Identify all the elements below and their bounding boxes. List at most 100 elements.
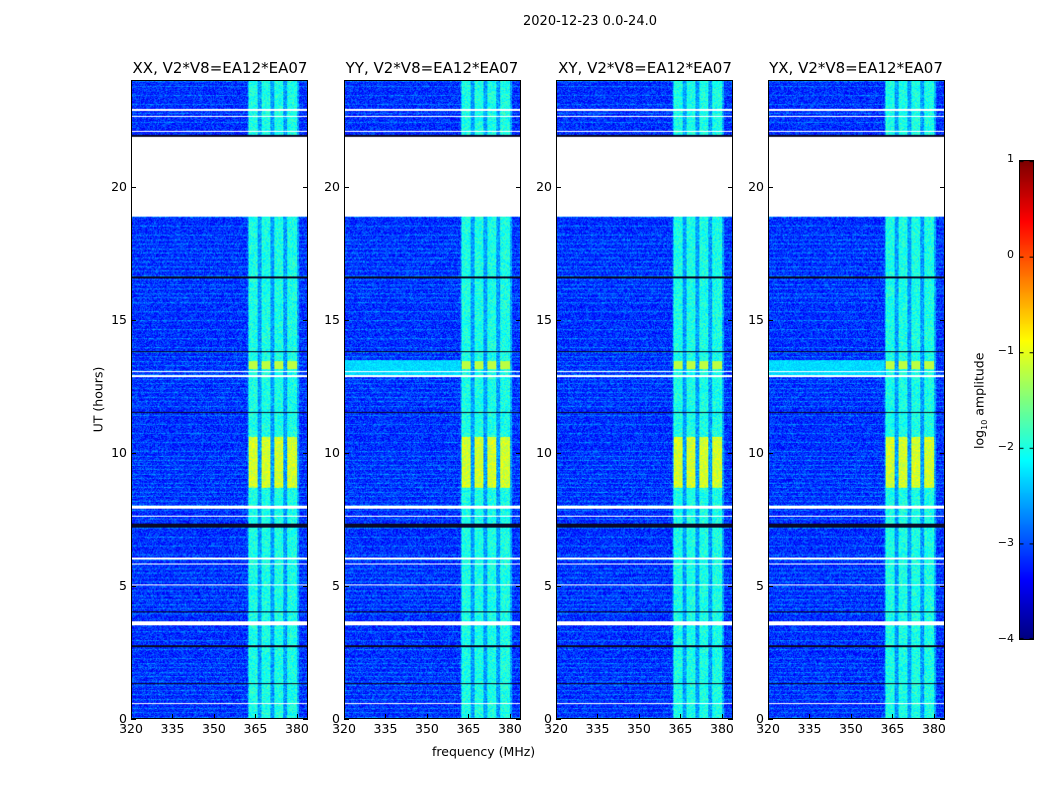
y-tick-mark [556,186,561,188]
y-tick-label: 20 [748,178,764,194]
x-tick-mark [768,714,769,719]
y-tick-mark [516,319,521,321]
y-tick-label: 5 [756,577,764,593]
x-tick-label: 350 [415,721,439,736]
x-tick-mark [680,714,682,719]
x-axis-label: frequency (MHz) [432,744,536,759]
y-tick-label: 20 [324,178,340,194]
x-tick-label: 350 [202,721,226,736]
y-axis-label: UT (hours) [90,366,106,433]
x-tick-label: 335 [373,721,398,736]
x-tick-mark [385,714,387,719]
x-tick-mark [426,714,428,719]
x-tick-label: 365 [243,721,268,736]
y-tick-label: 0 [756,711,764,726]
spectrogram-xy [556,80,733,719]
y-tick-mark [131,186,136,188]
y-tick-mark [728,186,733,188]
x-tick-label: 335 [585,721,610,736]
x-tick-mark [933,714,935,719]
x-tick-label: 365 [456,721,481,736]
x-tick-mark [556,714,557,719]
y-tick-mark [728,319,733,321]
x-tick-mark [255,714,257,719]
panel-title-yx: YX, V2*V8=EA12*EA07 [769,59,943,77]
y-tick-mark [728,719,733,720]
y-tick-label: 10 [111,444,127,460]
y-tick-label: 0 [119,711,127,726]
x-tick-mark [213,714,215,719]
y-tick-label: 10 [536,444,552,460]
x-tick-label: 335 [797,721,822,736]
x-tick-label: 320 [332,721,356,736]
y-tick-mark [728,585,733,587]
y-tick-mark [303,319,308,321]
spectrogram-yx [768,80,945,719]
y-tick-mark [516,186,521,188]
x-tick-mark [892,714,894,719]
figure-title: 2020-12-23 0.0-24.0 [523,14,657,29]
x-tick-mark [509,714,511,719]
colorbar-label-rest: amplitude [971,352,987,420]
y-tick-label: 5 [544,577,552,593]
x-tick-label: 320 [756,721,780,736]
y-tick-mark [556,452,561,454]
y-tick-mark [768,186,773,188]
x-tick-mark [296,714,298,719]
panel-title-xx: XX, V2*V8=EA12*EA07 [132,59,308,77]
x-tick-label: 335 [160,721,185,736]
y-tick-mark [344,719,349,720]
colorbar-tick-label: −1 [997,344,1014,357]
x-tick-mark [468,714,470,719]
y-tick-mark [768,452,773,454]
y-tick-mark [303,186,308,188]
x-tick-mark [638,714,640,719]
y-tick-mark [344,452,349,454]
y-tick-label: 0 [332,711,340,726]
colorbar-label: log10 amplitude [971,351,989,451]
colorbar [1019,160,1034,640]
y-tick-mark [131,319,136,321]
y-tick-label: 10 [324,444,340,460]
y-tick-mark [940,585,945,587]
x-tick-label: 320 [544,721,568,736]
y-tick-mark [516,452,521,454]
x-tick-mark [597,714,599,719]
panel-title-yy: YY, V2*V8=EA12*EA07 [345,59,519,77]
colorbar-label-sub: 10 [979,419,989,430]
y-tick-mark [556,719,561,720]
x-tick-mark [850,714,852,719]
y-tick-label: 5 [332,577,340,593]
y-tick-label: 15 [324,311,340,327]
x-tick-mark [721,714,723,719]
spectrogram-xx [131,80,308,719]
y-tick-mark [303,452,308,454]
y-tick-mark [344,319,349,321]
x-tick-label: 380 [498,721,522,736]
y-tick-mark [131,452,136,454]
x-tick-label: 380 [922,721,946,736]
y-tick-mark [344,585,349,587]
y-tick-label: 20 [536,178,552,194]
y-tick-mark [556,319,561,321]
x-tick-mark [131,714,132,719]
x-tick-mark [172,714,174,719]
y-tick-mark [940,719,945,720]
y-tick-mark [556,585,561,587]
y-tick-mark [303,719,308,720]
y-tick-label: 5 [119,577,127,593]
colorbar-tick-label: 0 [1007,248,1014,261]
y-tick-label: 15 [111,311,127,327]
x-tick-label: 380 [285,721,309,736]
y-tick-mark [728,452,733,454]
y-tick-mark [940,319,945,321]
y-tick-mark [768,585,773,587]
x-tick-mark [809,714,811,719]
y-tick-label: 10 [748,444,764,460]
x-tick-label: 365 [880,721,905,736]
y-tick-label: 15 [536,311,552,327]
y-tick-mark [768,719,773,720]
y-tick-mark [303,585,308,587]
colorbar-tick-label: −3 [997,536,1014,549]
